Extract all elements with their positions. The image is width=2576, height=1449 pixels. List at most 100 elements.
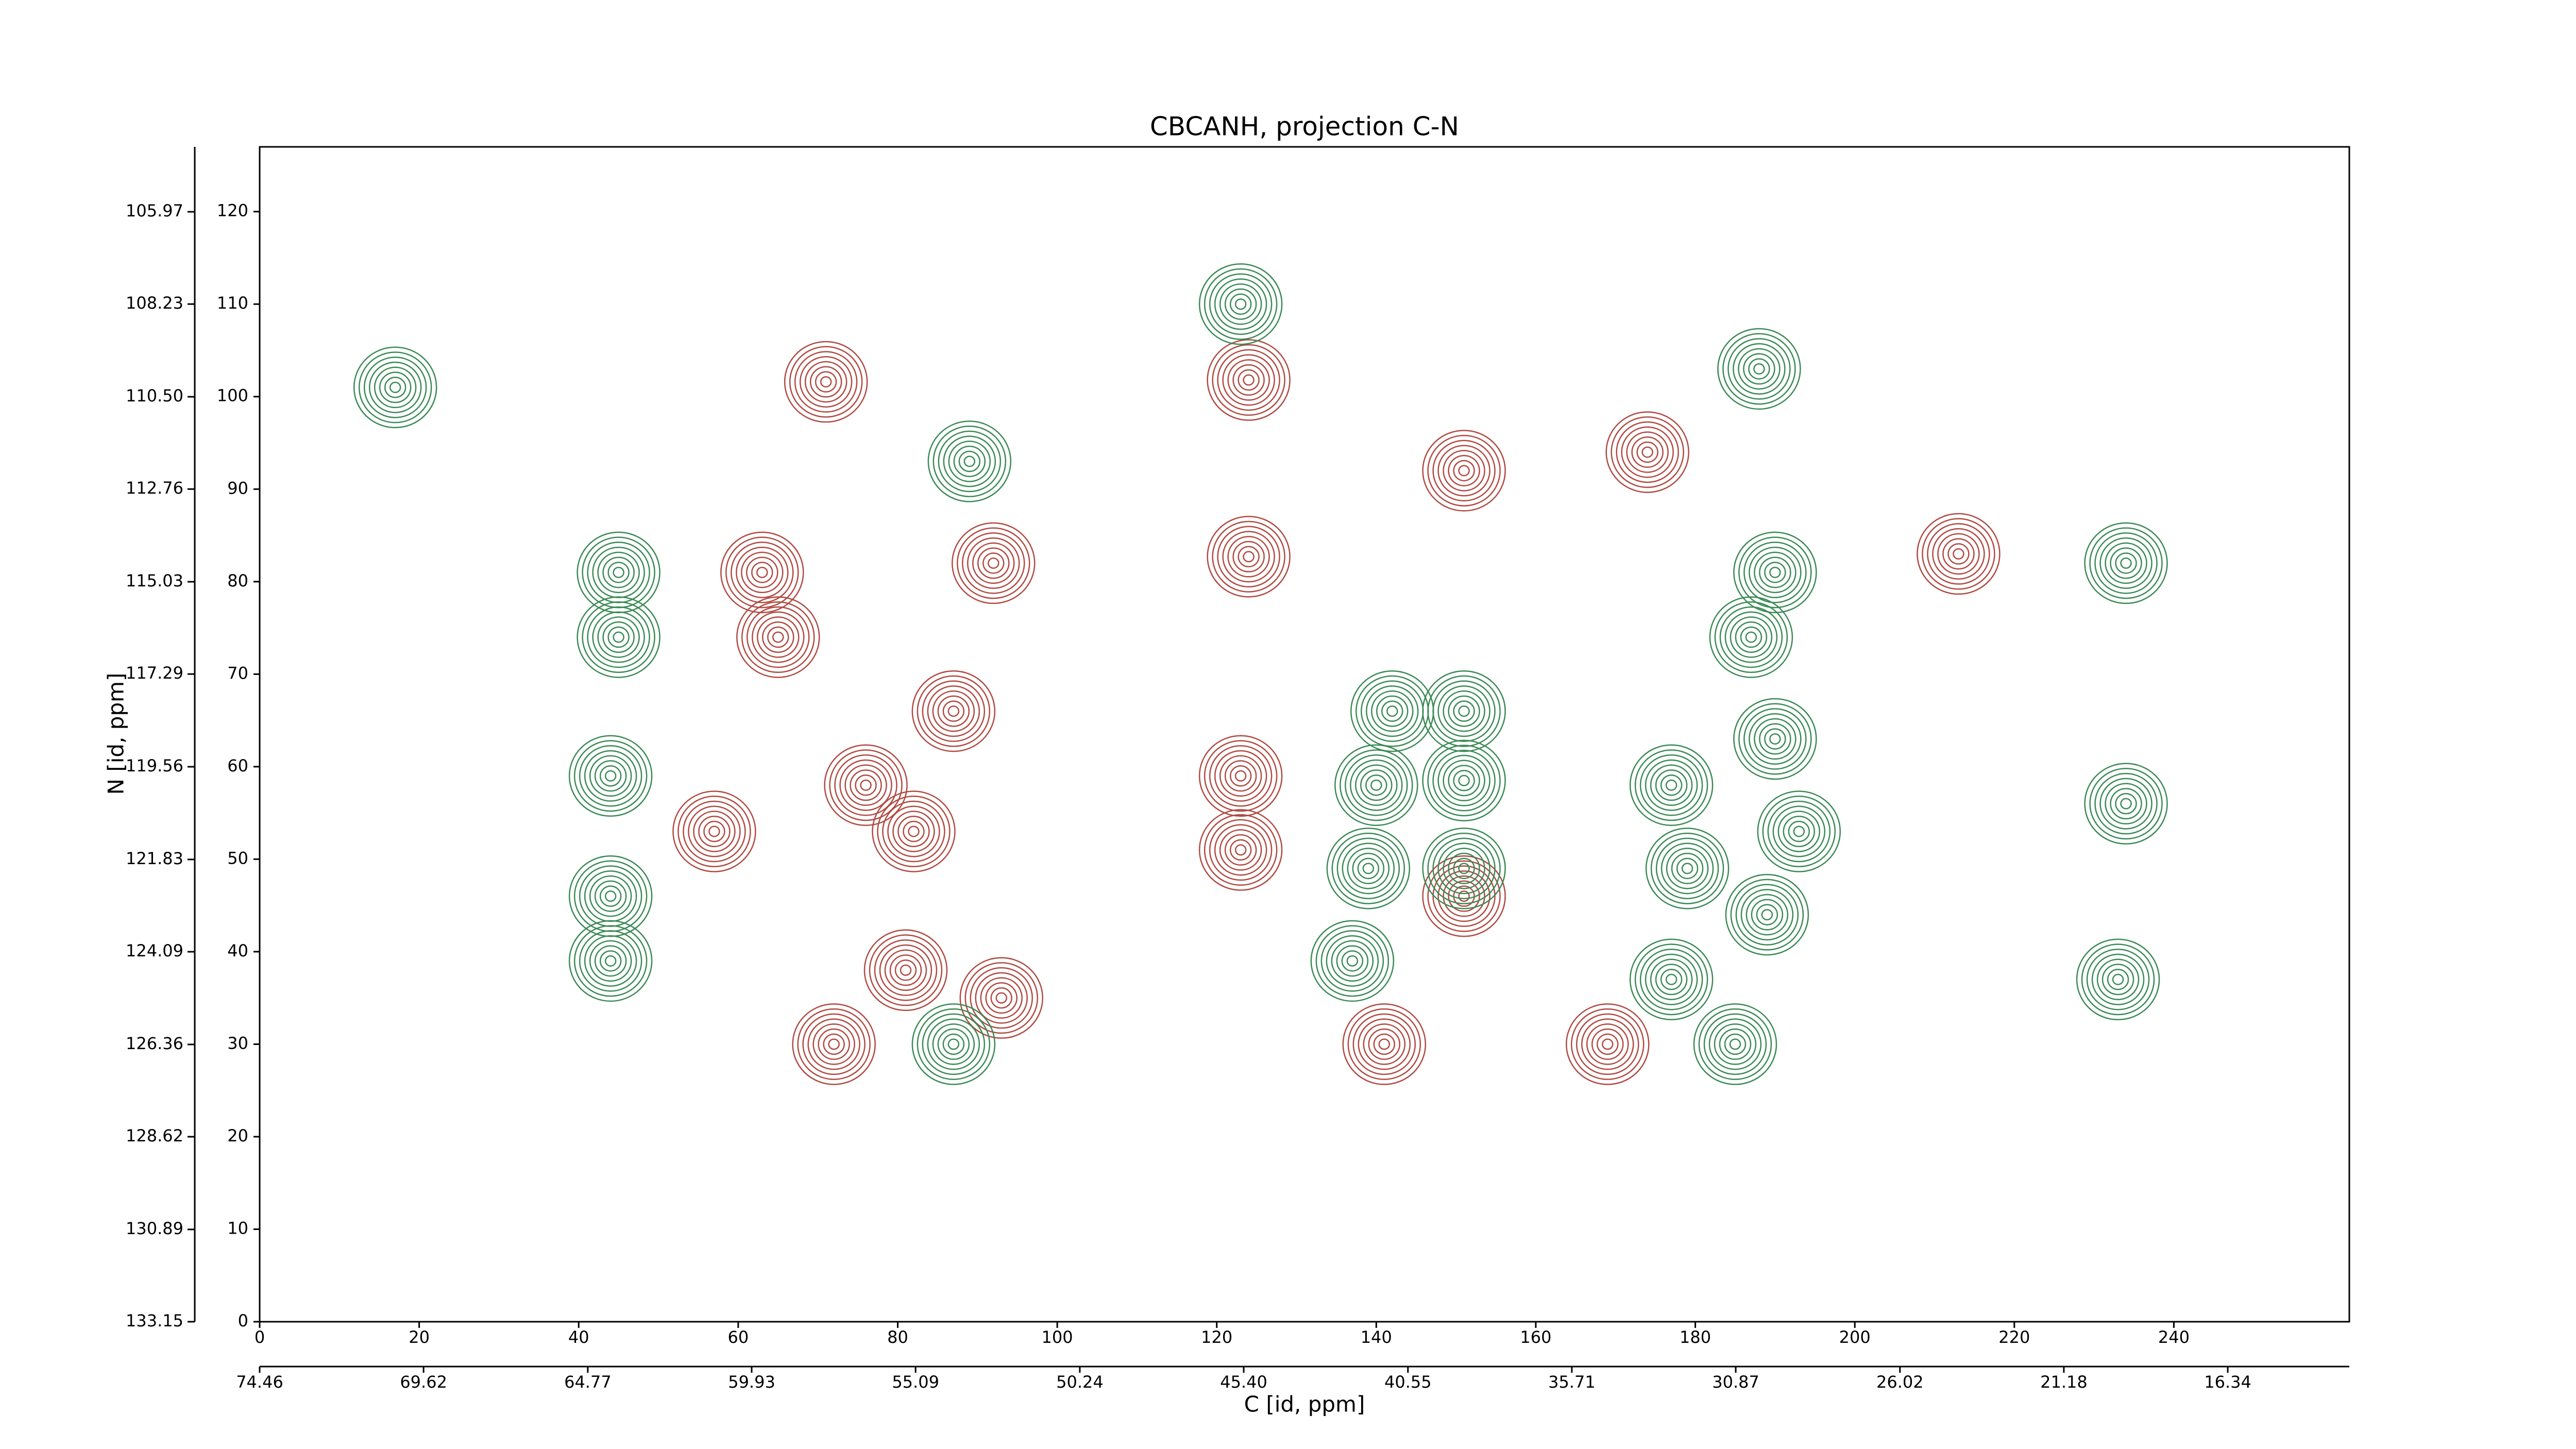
contour-line bbox=[584, 870, 637, 922]
x2-tick-label: 16.34 bbox=[2204, 1372, 2251, 1392]
x2-tick-label: 40.55 bbox=[1384, 1372, 1432, 1392]
contour-line bbox=[1427, 675, 1501, 747]
contour-line bbox=[959, 957, 1043, 1039]
contour-line bbox=[784, 341, 868, 423]
peak bbox=[872, 790, 956, 872]
contour-line bbox=[1448, 852, 1480, 884]
contour-line bbox=[2084, 522, 2168, 604]
contour-line bbox=[1238, 369, 1260, 391]
x2-tick-label: 69.62 bbox=[400, 1372, 447, 1392]
contour-line bbox=[1422, 670, 1506, 752]
contour-line bbox=[1634, 943, 1708, 1016]
contour-line bbox=[1762, 796, 1836, 868]
contour-line bbox=[584, 935, 637, 987]
contour-line bbox=[911, 1003, 996, 1085]
contour-line bbox=[1443, 875, 1485, 917]
contour-line bbox=[1345, 754, 1408, 816]
peak bbox=[1693, 1003, 1777, 1085]
peak bbox=[1733, 698, 1817, 780]
contour-line bbox=[579, 930, 642, 992]
contour-line bbox=[1347, 1008, 1421, 1080]
peak bbox=[1198, 263, 1283, 345]
contour-line bbox=[828, 1038, 840, 1050]
contour-line bbox=[1336, 945, 1369, 977]
contour-line bbox=[970, 967, 1033, 1029]
contour-line bbox=[613, 631, 624, 643]
peak bbox=[1917, 513, 2001, 595]
contour-line bbox=[2120, 798, 2132, 810]
contour-line bbox=[1219, 829, 1262, 871]
contour-line bbox=[1788, 820, 1810, 843]
contour-line bbox=[568, 735, 653, 817]
contour-line bbox=[2115, 793, 2137, 815]
contour-line bbox=[1566, 1003, 1650, 1085]
contour-line bbox=[829, 749, 903, 821]
x-axis-label: C [id, ppm] bbox=[1244, 1392, 1365, 1417]
contour-line bbox=[1725, 873, 1809, 956]
peak bbox=[2084, 522, 2168, 604]
contour-line bbox=[602, 621, 635, 653]
contour-line bbox=[2105, 542, 2147, 584]
contour-line bbox=[834, 754, 897, 816]
contour-line bbox=[2105, 783, 2147, 824]
contour-line bbox=[1735, 621, 1768, 653]
contour-line bbox=[1443, 690, 1485, 732]
y2-tick-label: 108.23 bbox=[126, 293, 183, 313]
x-tick-label: 220 bbox=[1998, 1327, 2030, 1347]
contour-line bbox=[1591, 1028, 1624, 1060]
contour-line bbox=[1753, 363, 1765, 375]
contour-line bbox=[2089, 527, 2163, 599]
contour-line bbox=[804, 361, 848, 403]
contour-line bbox=[1342, 1003, 1427, 1085]
contour-line bbox=[1730, 616, 1773, 658]
contour-line bbox=[1214, 824, 1267, 876]
x-tick-label: 0 bbox=[255, 1327, 265, 1347]
contour-line bbox=[1947, 543, 1970, 565]
contour-line bbox=[568, 920, 653, 1002]
contour-line bbox=[1204, 268, 1278, 340]
y-tick-label: 10 bbox=[227, 1218, 248, 1238]
contour-line bbox=[594, 760, 627, 792]
contour-line bbox=[599, 765, 622, 787]
contour-line bbox=[1733, 343, 1786, 395]
contour-line bbox=[1209, 273, 1273, 335]
peak bbox=[568, 920, 653, 1002]
contour-line bbox=[1204, 740, 1278, 812]
peak bbox=[568, 735, 653, 817]
peak bbox=[1725, 873, 1809, 956]
contour-line bbox=[1639, 754, 1703, 816]
contour-line bbox=[958, 450, 981, 473]
x-tick-label: 180 bbox=[1680, 1327, 1711, 1347]
peak bbox=[2076, 938, 2160, 1020]
contour-line bbox=[967, 537, 1020, 589]
contour-line bbox=[1336, 837, 1400, 900]
contour-line bbox=[900, 964, 912, 976]
contour-line bbox=[1740, 626, 1762, 648]
contour-line bbox=[772, 631, 784, 643]
y2-tick-label: 121.83 bbox=[126, 849, 183, 868]
peak bbox=[1422, 739, 1506, 822]
peak bbox=[959, 957, 1043, 1039]
contour-line bbox=[1932, 528, 1985, 580]
x-tick-label: 200 bbox=[1839, 1327, 1871, 1347]
contour-line bbox=[1621, 426, 1674, 478]
contour-line bbox=[789, 346, 863, 418]
y-tick-label: 0 bbox=[238, 1311, 248, 1330]
contour-line bbox=[922, 680, 986, 742]
y2-tick-label: 105.97 bbox=[126, 201, 183, 221]
contour-line bbox=[985, 982, 1018, 1014]
contour-line bbox=[1422, 828, 1506, 909]
contour-line bbox=[1655, 769, 1688, 801]
contour-line bbox=[922, 1013, 986, 1075]
contour-line bbox=[947, 1038, 960, 1050]
contour-line bbox=[1631, 436, 1664, 468]
contour-line bbox=[1650, 764, 1693, 806]
contour-line bbox=[855, 774, 877, 796]
contour-line bbox=[1743, 353, 1775, 385]
contour-line bbox=[1224, 834, 1257, 866]
contour-line bbox=[577, 596, 660, 678]
x2-tick-label: 55.09 bbox=[892, 1372, 939, 1392]
peak bbox=[577, 596, 660, 678]
contour-line bbox=[1748, 358, 1770, 380]
peak bbox=[792, 1003, 876, 1085]
